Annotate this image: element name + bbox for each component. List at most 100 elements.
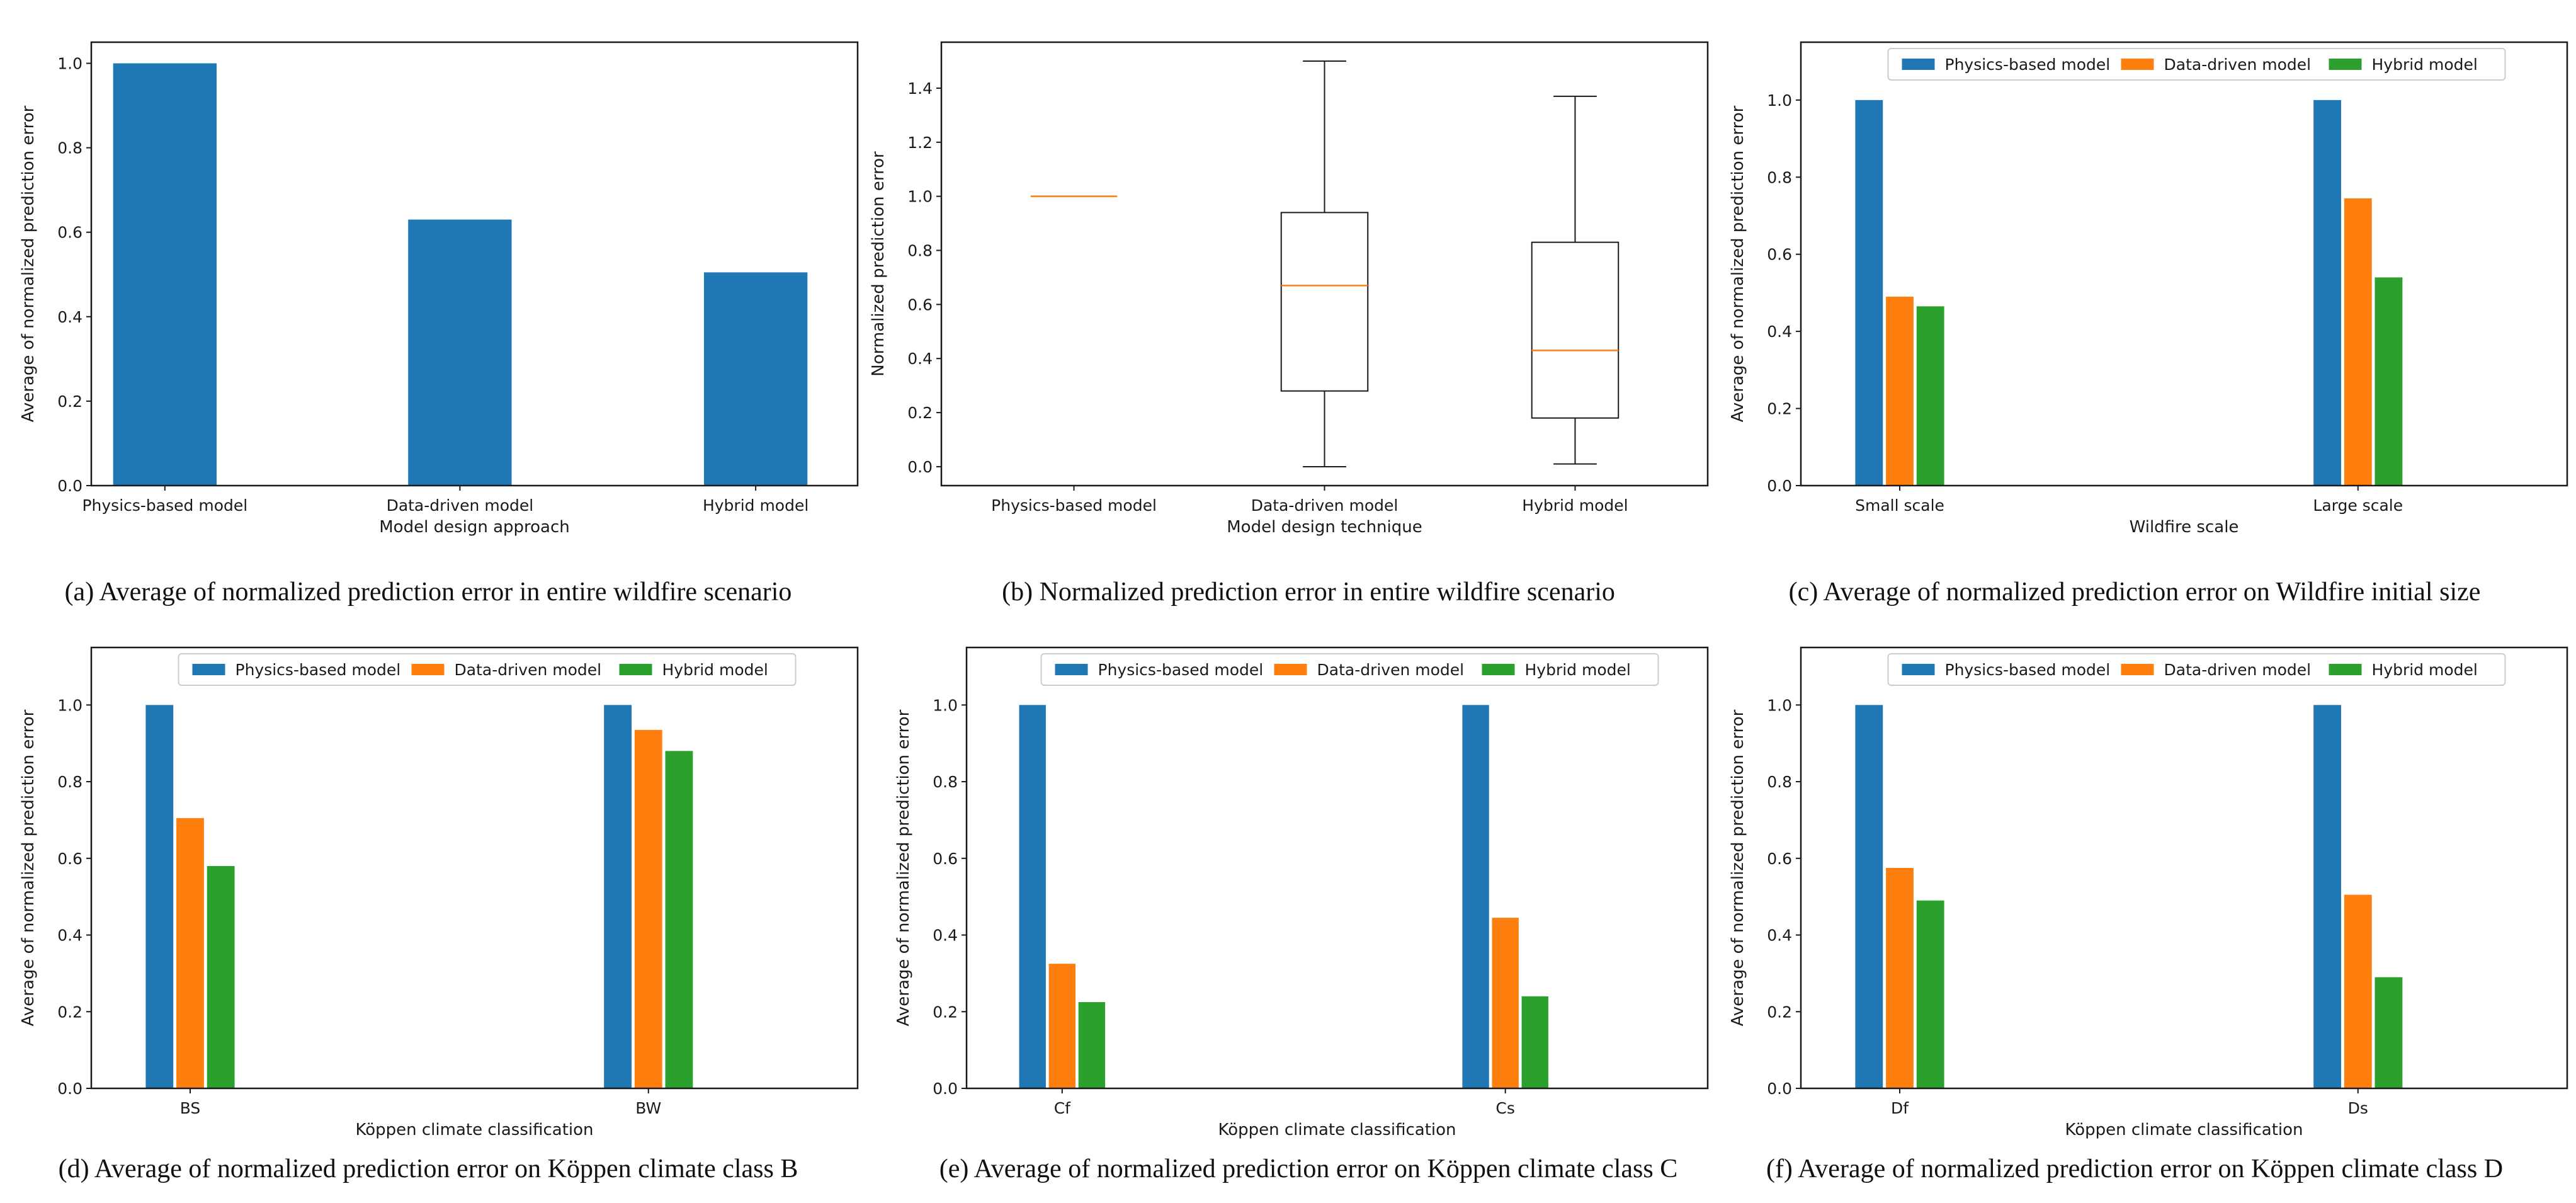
chart-c: 0.0 0.2 0.4 0.6 0.8 1.0 Small scale Large scale…: [1728, 41, 2568, 607]
bar: [207, 865, 235, 1088]
bar: [2344, 198, 2372, 486]
y-tick-label: 0.8: [57, 139, 82, 157]
y-tick-label: 0.4: [57, 926, 82, 945]
y-tick-label: 0.2: [1767, 400, 1792, 418]
legend-swatch: [1274, 664, 1307, 675]
chart-caption: (b) Normalized prediction error in entir…: [1002, 578, 1615, 607]
chart-f: 0.0 0.2 0.4 0.6 0.8 1.0 Df Ds Physics-based mode…: [1728, 646, 2568, 1183]
legend-box: [1887, 653, 2506, 686]
bar: [2375, 977, 2403, 1088]
y-tick-label: 0.4: [907, 350, 933, 368]
plot-frame: [90, 646, 859, 1090]
y-tick-label: 1.0: [57, 55, 82, 73]
x-tick-label: Physics-based model: [82, 496, 247, 515]
bar: [665, 751, 693, 1088]
y-tick-label: 0.6: [933, 850, 958, 868]
y-tick-label: 0.0: [1767, 1080, 1792, 1098]
legend-box: [178, 653, 797, 686]
chart-caption: (f) Average of normalized prediction err…: [1766, 1155, 2503, 1183]
legend-label: Physics-based model: [1098, 661, 1264, 679]
legend-label: Hybrid model: [1525, 661, 1631, 679]
bar: [2344, 894, 2372, 1088]
y-tick-label: 0.6: [907, 295, 933, 314]
y-axis-label: Average of normalized prediction error: [19, 105, 38, 422]
bar: [1916, 306, 1944, 486]
y-tick-label: 0.2: [1767, 1003, 1792, 1021]
legend-swatch: [2121, 59, 2154, 70]
y-axis-label: Average of normalized prediction error: [19, 709, 38, 1026]
plot-frame: [90, 41, 859, 487]
bar: [1886, 297, 1914, 486]
x-tick-label: Cf: [1054, 1099, 1071, 1117]
bar: [604, 705, 632, 1088]
y-tick-label: 0.8: [907, 242, 933, 260]
bar: [1492, 918, 1519, 1088]
y-tick-label: 1.0: [1767, 696, 1792, 714]
legend-label: Hybrid model: [662, 661, 768, 679]
y-tick-label: 0.4: [1767, 322, 1792, 341]
bar: [1078, 1002, 1106, 1088]
x-axis-label: Model design approach: [379, 518, 570, 537]
y-tick-label: 0.2: [907, 404, 933, 422]
bar: [1855, 705, 1883, 1088]
legend-swatch: [1482, 664, 1515, 675]
legend-label: Data-driven model: [1317, 661, 1465, 679]
y-tick-label: 0.6: [1767, 246, 1792, 264]
bar: [1855, 100, 1883, 486]
x-axis-label: Model design technique: [1227, 518, 1422, 537]
legend-swatch: [1902, 664, 1935, 675]
x-tick-label: BS: [180, 1099, 201, 1117]
y-tick-label: 1.0: [1767, 91, 1792, 110]
y-tick-label: 0.6: [1767, 850, 1792, 868]
legend-swatch: [2121, 664, 2154, 675]
legend-swatch: [1902, 59, 1935, 70]
bar: [1886, 868, 1914, 1088]
y-tick-label: 1.2: [907, 134, 933, 152]
y-axis-label: Average of normalized prediction error: [1728, 105, 1747, 422]
legend-label: Physics-based model: [1945, 55, 2111, 74]
y-tick-label: 0.4: [933, 926, 958, 945]
box-body: [1531, 241, 1620, 419]
y-tick-label: 0.8: [1767, 773, 1792, 791]
chart-b: 0.0 0.2 0.4 0.6 0.8 1.0 1.2 1.4 Physics-based mo…: [869, 41, 1709, 607]
y-tick-label: 0.8: [1767, 168, 1792, 186]
y-tick-label: 0.2: [57, 1003, 82, 1021]
bar: [2375, 277, 2403, 486]
y-tick-label: 1.4: [907, 79, 933, 98]
plot-frame: [1800, 41, 2568, 487]
legend-label: Physics-based model: [1945, 661, 2111, 679]
y-tick-label: 0.4: [57, 308, 82, 326]
bar: [176, 818, 204, 1088]
legend-swatch: [2329, 59, 2362, 70]
y-tick-label: 0.8: [933, 773, 958, 791]
y-tick-label: 0.2: [57, 392, 82, 411]
y-tick-label: 0.0: [57, 1080, 82, 1098]
legend-label: Data-driven model: [455, 661, 602, 679]
bar: [634, 729, 662, 1088]
x-axis-label: Köppen climate classification: [1218, 1120, 1456, 1139]
y-axis-label: Average of normalized prediction error: [1728, 709, 1747, 1026]
x-tick-label: BW: [635, 1099, 661, 1117]
y-tick-label: 0.6: [57, 224, 82, 242]
legend-swatch: [411, 664, 445, 675]
y-tick-label: 1.0: [907, 188, 933, 206]
chart-e: 0.0 0.2 0.4 0.6 0.8 1.0 Cf Cs Physics-based mode…: [894, 646, 1709, 1183]
chart-a: 0.0 0.2 0.4 0.6 0.8 1.0 Physics-based model Dat…: [19, 41, 859, 607]
x-axis-label: Wildfire scale: [2130, 518, 2239, 537]
bar: [1521, 996, 1548, 1088]
x-tick-label: Hybrid model: [1522, 496, 1628, 515]
y-tick-label: 0.0: [57, 477, 82, 495]
x-tick-label: Ds: [2348, 1099, 2368, 1117]
y-tick-label: 0.0: [907, 458, 933, 476]
chart-caption: (c) Average of normalized prediction err…: [1789, 578, 2481, 607]
y-tick-label: 0.2: [933, 1003, 958, 1021]
chart-d: 0.0 0.2 0.4 0.6 0.8 1.0 BS BW Physics-based mode…: [19, 646, 859, 1183]
x-tick-label: Cs: [1495, 1099, 1514, 1117]
x-tick-label: Hybrid model: [703, 496, 809, 515]
legend-label: Physics-based model: [235, 661, 401, 679]
bar: [408, 219, 512, 486]
x-tick-label: Data-driven model: [387, 496, 534, 515]
bar: [2313, 705, 2341, 1088]
legend-label: Hybrid model: [2372, 55, 2478, 74]
